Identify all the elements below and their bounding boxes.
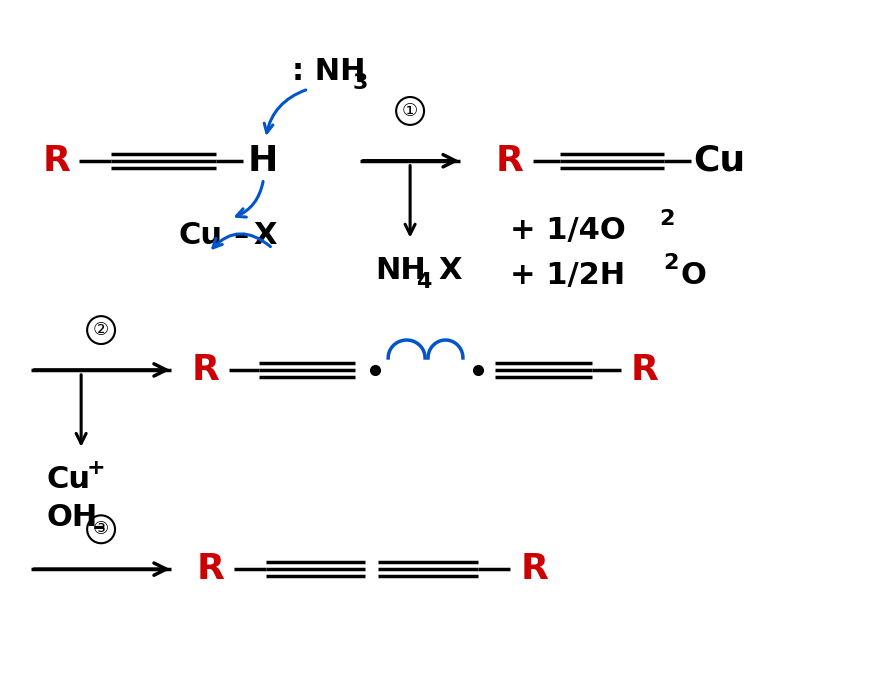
Text: –: – <box>93 515 105 540</box>
Text: +: + <box>87 458 105 477</box>
Text: X: X <box>253 221 277 250</box>
Text: 2: 2 <box>659 208 674 229</box>
Text: : NH: : NH <box>292 57 366 85</box>
Text: Cu: Cu <box>692 144 744 178</box>
Text: + 1/4O: + 1/4O <box>509 216 625 245</box>
Text: + 1/2H: + 1/2H <box>509 261 625 290</box>
Text: 2: 2 <box>663 253 678 273</box>
Text: R: R <box>197 552 224 586</box>
Text: O: O <box>680 261 705 290</box>
Text: OH: OH <box>46 503 97 532</box>
Text: ②: ② <box>93 321 109 339</box>
Text: NH: NH <box>375 256 425 284</box>
Text: X: X <box>438 256 461 284</box>
Text: R: R <box>43 144 70 178</box>
Text: H: H <box>247 144 277 178</box>
Text: Cu: Cu <box>179 221 222 250</box>
Text: Cu: Cu <box>46 465 90 494</box>
Text: ①: ① <box>401 102 417 120</box>
Text: 3: 3 <box>352 73 368 93</box>
Text: –: – <box>233 221 248 250</box>
Text: ③: ③ <box>93 520 109 538</box>
Text: R: R <box>495 144 523 178</box>
Text: R: R <box>520 552 548 586</box>
Text: 4: 4 <box>416 273 431 292</box>
Text: R: R <box>630 353 657 387</box>
Text: R: R <box>191 353 220 387</box>
